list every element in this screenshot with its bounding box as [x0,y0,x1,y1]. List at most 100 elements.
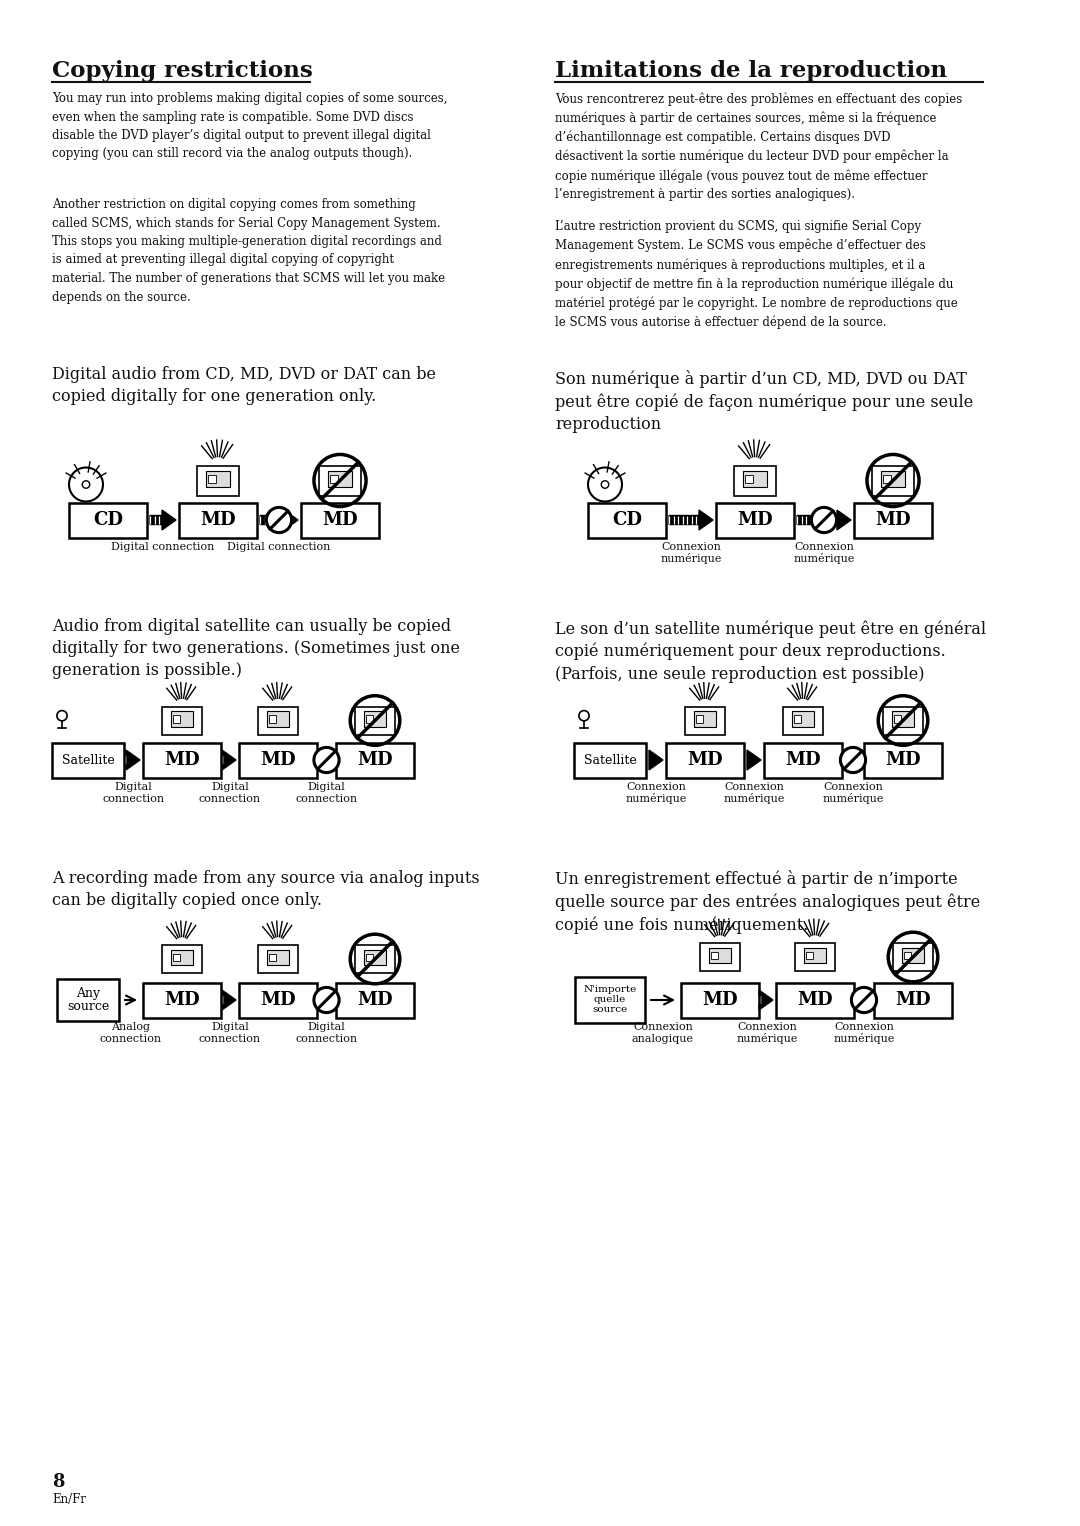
Polygon shape [747,751,761,771]
Text: Another restriction on digital copying comes from something
called SCMS, which s: Another restriction on digital copying c… [52,198,445,304]
FancyBboxPatch shape [173,716,180,723]
Circle shape [840,748,865,772]
Text: MD: MD [702,990,738,1009]
Text: Son numérique à partir d’un CD, MD, DVD ou DAT
peut être copié de façon numériqu: Son numérique à partir d’un CD, MD, DVD … [555,369,973,433]
FancyBboxPatch shape [881,470,905,487]
FancyBboxPatch shape [904,952,912,960]
FancyBboxPatch shape [874,983,951,1018]
FancyBboxPatch shape [173,954,180,961]
FancyBboxPatch shape [269,954,276,961]
FancyBboxPatch shape [179,502,257,537]
Circle shape [267,508,292,533]
FancyBboxPatch shape [319,465,361,496]
FancyBboxPatch shape [269,716,276,723]
FancyBboxPatch shape [804,948,826,963]
FancyBboxPatch shape [366,716,374,723]
Text: MD: MD [895,990,931,1009]
Text: Satellite: Satellite [62,754,114,766]
Text: Digital connection: Digital connection [111,542,215,551]
FancyBboxPatch shape [588,502,666,537]
Text: MD: MD [322,511,357,530]
FancyBboxPatch shape [364,949,386,966]
FancyBboxPatch shape [330,475,338,484]
Text: Vous rencontrerez peut-être des problèmes en effectuant des copies
numériques à : Vous rencontrerez peut-être des problème… [555,92,962,201]
Text: quelle: quelle [594,995,626,1004]
FancyBboxPatch shape [893,943,933,971]
FancyBboxPatch shape [336,743,414,778]
FancyBboxPatch shape [239,743,318,778]
FancyBboxPatch shape [743,470,767,487]
Text: numérique: numérique [724,794,785,804]
Text: L’autre restriction provient du SCMS, qui signifie Serial Copy
Management System: L’autre restriction provient du SCMS, qu… [555,220,958,330]
Text: Analog: Analog [111,1021,150,1032]
Text: Audio from digital satellite can usually be copied
digitally for two generations: Audio from digital satellite can usually… [52,618,460,679]
Text: Connexion: Connexion [794,542,854,551]
Text: N'importe: N'importe [583,986,636,995]
Text: connection: connection [199,794,261,804]
FancyBboxPatch shape [573,743,646,778]
FancyBboxPatch shape [143,983,221,1018]
Text: numérique: numérique [625,794,687,804]
Text: MD: MD [797,990,833,1009]
Circle shape [811,508,837,533]
Text: A recording made from any source via analog inputs
can be digitally copied once : A recording made from any source via ana… [52,870,480,909]
FancyBboxPatch shape [364,711,386,726]
FancyBboxPatch shape [864,743,942,778]
FancyBboxPatch shape [258,945,298,974]
Text: numérique: numérique [834,1033,894,1044]
FancyBboxPatch shape [171,711,193,726]
Text: Limitations de la reproduction: Limitations de la reproduction [555,60,947,82]
Polygon shape [260,510,298,530]
FancyBboxPatch shape [328,470,352,487]
Text: MD: MD [260,990,296,1009]
Text: Digital: Digital [114,781,152,792]
Circle shape [851,987,877,1013]
FancyBboxPatch shape [208,475,216,484]
Text: Digital: Digital [308,781,346,792]
Text: Connexion: Connexion [834,1021,894,1032]
FancyBboxPatch shape [206,470,230,487]
FancyBboxPatch shape [711,952,718,960]
FancyBboxPatch shape [734,465,777,496]
FancyBboxPatch shape [336,983,414,1018]
Polygon shape [797,510,851,530]
Text: connection: connection [199,1033,261,1044]
Text: Satellite: Satellite [583,754,636,766]
Polygon shape [759,990,773,1010]
FancyBboxPatch shape [143,743,221,778]
Circle shape [314,748,339,772]
Polygon shape [222,990,237,1010]
Text: You may run into problems making digital copies of some sources,
even when the s: You may run into problems making digital… [52,92,447,160]
Polygon shape [845,751,861,771]
FancyBboxPatch shape [883,707,923,734]
Text: Connexion: Connexion [724,781,784,792]
FancyBboxPatch shape [806,952,813,960]
FancyBboxPatch shape [197,465,239,496]
Text: MD: MD [785,751,821,769]
FancyBboxPatch shape [239,983,318,1018]
FancyBboxPatch shape [902,948,924,963]
Polygon shape [150,510,176,530]
Text: CD: CD [93,511,123,530]
Text: connection: connection [296,1033,357,1044]
FancyBboxPatch shape [301,502,379,537]
Text: source: source [593,1006,627,1015]
FancyBboxPatch shape [894,716,902,723]
Text: Connexion: Connexion [738,1021,797,1032]
Text: Copying restrictions: Copying restrictions [52,60,313,82]
Polygon shape [126,751,140,771]
Text: Digital: Digital [211,1021,248,1032]
FancyBboxPatch shape [854,502,932,537]
Polygon shape [319,990,333,1010]
FancyBboxPatch shape [52,743,124,778]
Text: MD: MD [687,751,723,769]
Text: numérique: numérique [794,554,854,565]
FancyBboxPatch shape [777,983,854,1018]
Text: MD: MD [200,511,235,530]
FancyBboxPatch shape [162,707,202,734]
FancyBboxPatch shape [171,949,193,966]
FancyBboxPatch shape [696,716,703,723]
Text: MD: MD [357,990,393,1009]
Text: En/Fr: En/Fr [52,1492,86,1506]
Circle shape [314,987,339,1013]
